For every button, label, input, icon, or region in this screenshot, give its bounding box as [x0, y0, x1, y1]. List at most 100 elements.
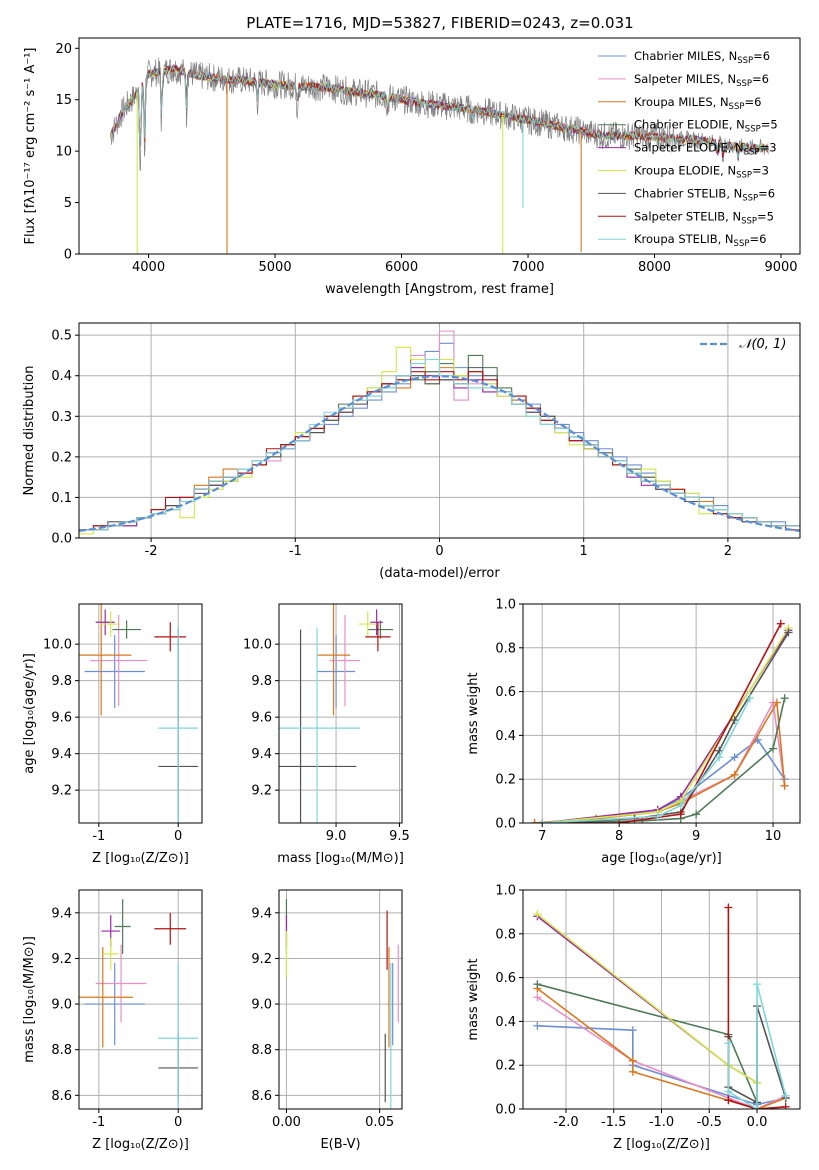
legend-label-sub: SSP: [744, 148, 760, 158]
y-tick-label: 0.1: [51, 491, 72, 506]
legend-label-tail: =5: [757, 209, 774, 223]
x-tick-label: 2: [724, 544, 732, 559]
legend-label-kroupa_elodie: Kroupa ELODIE, NSSP=3: [634, 164, 769, 181]
legend-label-chabrier_elodie: Chabrier ELODIE, NSSP=5: [634, 118, 778, 135]
weight-line-kroupa_elodie: [542, 627, 790, 823]
errorbar-plot: [279, 604, 394, 823]
y-tick-label: 0: [64, 248, 72, 263]
x-axis-label: E(B-V): [320, 1137, 360, 1152]
axes-frame: [78, 603, 203, 824]
x-tick-label: -1: [92, 1115, 105, 1130]
residual-plot: [79, 330, 800, 535]
legend-label-text: Chabrier STELIB, N: [634, 186, 742, 200]
x-axis-label: age [log₁₀(age/yr)]: [601, 851, 722, 866]
weight-line-kroupa_stelib: [727, 984, 787, 1109]
x-tick-label: 0.0: [747, 1115, 768, 1130]
x-tick-label: 9000: [764, 260, 797, 275]
axes-frame: [278, 889, 403, 1110]
figure-title: PLATE=1716, MJD=53827, FIBERID=0243, z=0…: [246, 14, 633, 32]
y-axis-label: age [log₁₀(age/yr)]: [22, 653, 37, 774]
legend-label-text: Chabrier MILES, N: [634, 49, 737, 63]
y-tick-label: 0.2: [51, 450, 72, 465]
legend-label-tail: =5: [761, 118, 778, 132]
y-tick-label: 10: [55, 145, 72, 160]
panel-mass_vs_z: -1 0 8.6 8.8 9.0 9.2 9.4 Z [log₁₀(Z/Z⊙)] mass [l…: [22, 889, 203, 1152]
weight-line-salpeter_miles: [536, 996, 787, 1109]
y-tick-label: 0.0: [495, 1103, 516, 1118]
x-tick-label: 9: [692, 829, 700, 844]
x-tick-label: -2.0: [553, 1115, 578, 1130]
panel-age_vs_z: -1 0 9.2 9.4 9.6 9.8 10.0 Z [log₁₀(Z/Z⊙)] age [l…: [22, 603, 203, 866]
x-tick-label: 0: [174, 1115, 182, 1130]
y-axis-label: mass weight: [466, 958, 481, 1040]
x-tick-label: 0: [435, 544, 443, 559]
y-tick-label: 8.6: [51, 1089, 72, 1104]
y-axis-label: mass weight: [466, 672, 481, 754]
x-tick-label: 8000: [638, 260, 671, 275]
legend-label-sub: SSP: [742, 193, 758, 203]
y-tick-label: 0.4: [51, 369, 72, 384]
x-axis-label: Z [log₁₀(Z/Z⊙)]: [92, 851, 189, 866]
y-tick-label: 0.4: [495, 729, 516, 744]
y-axis-label: Normed distribution: [22, 366, 37, 496]
legend-label-sub: SSP: [734, 239, 750, 249]
legend-label-text: Salpeter ELODIE, N: [634, 141, 744, 155]
weight-plot: [530, 619, 793, 823]
y-tick-label: 20: [55, 42, 72, 57]
legend-label-sub: SSP: [736, 171, 752, 181]
legend-label-salpeter_stelib: Salpeter STELIB, NSSP=5: [634, 209, 774, 226]
y-tick-label: 10.0: [243, 638, 272, 653]
x-tick-label: -0.5: [697, 1115, 722, 1130]
legend-label-tail: =6: [758, 186, 775, 200]
x-tick-label: 9.0: [326, 829, 347, 844]
y-tick-label: 9.6: [251, 711, 272, 726]
x-tick-label: -1: [92, 829, 105, 844]
y-tick-label: 9.2: [251, 952, 272, 967]
errorbar-plot: [79, 604, 199, 823]
legend-label-chabrier_stelib: Chabrier STELIB, NSSP=6: [634, 186, 775, 203]
x-tick-label: 0.00: [272, 1115, 301, 1130]
y-tick-label: 9.0: [51, 998, 72, 1013]
x-axis-label: wavelength [Angstrom, rest frame]: [325, 282, 554, 297]
y-tick-label: 0.8: [495, 641, 516, 656]
y-tick-label: 0.8: [495, 927, 516, 942]
legend-label-text: Kroupa STELIB, N: [634, 232, 734, 246]
x-tick-label: 0.05: [365, 1115, 394, 1130]
legend-label-tail: =6: [752, 72, 769, 86]
x-tick-label: 4000: [132, 260, 165, 275]
y-tick-label: 5: [64, 196, 72, 211]
legend-label-normal: 𝒩(0, 1): [739, 337, 786, 352]
weight-line-chabrier_elodie: [542, 698, 786, 823]
axes-frame: [522, 603, 801, 824]
model-line-salpeter_stelib: [110, 65, 769, 159]
y-tick-label: 0.3: [51, 410, 72, 425]
axes-frame: [78, 37, 801, 255]
legend-label-sub: SSP: [741, 216, 757, 226]
y-tick-label: 9.4: [251, 747, 272, 762]
y-tick-label: 0.6: [495, 685, 516, 700]
errorbar-plot: [285, 899, 399, 1109]
y-tick-label: 9.2: [251, 784, 272, 799]
axes-frame: [278, 603, 403, 824]
legend-label-tail: =6: [753, 49, 770, 63]
legend-label-tail: =6: [744, 95, 761, 109]
legend-label-sub: SSP: [737, 56, 753, 66]
panel-residuals: 𝒩(0, 1) -2 -1 0 1 2 0.0 0.1 0.2 0.3 0.4 0.5 (data-mo…: [22, 322, 801, 581]
y-tick-label: 10.0: [43, 638, 72, 653]
x-tick-label: 8: [615, 829, 623, 844]
legend-label-salpeter_miles: Salpeter MILES, NSSP=6: [634, 72, 769, 89]
y-tick-label: 0.6: [495, 971, 516, 986]
x-tick-label: 7: [538, 829, 546, 844]
x-tick-label: 0: [174, 829, 182, 844]
x-axis-label: Z [log₁₀(Z/Z⊙)]: [92, 1137, 189, 1152]
x-tick-label: 1: [580, 544, 588, 559]
x-tick-label: -1: [289, 544, 302, 559]
weight-plot: [533, 903, 790, 1109]
y-tick-label: 9.4: [251, 906, 272, 921]
y-tick-label: 15: [55, 93, 72, 108]
y-tick-label: 9.2: [51, 784, 72, 799]
x-tick-label: -2: [145, 544, 158, 559]
